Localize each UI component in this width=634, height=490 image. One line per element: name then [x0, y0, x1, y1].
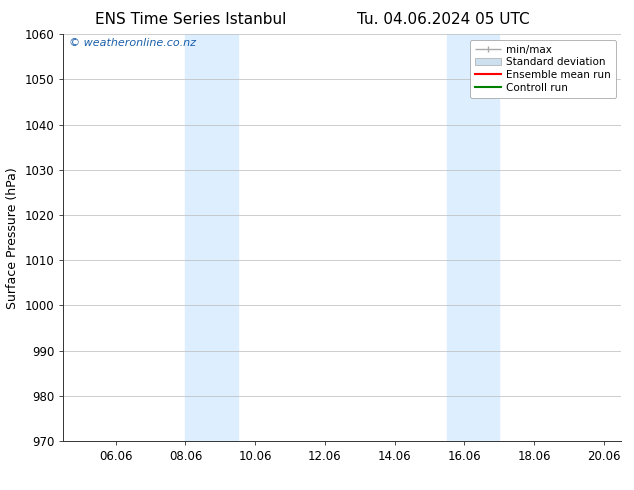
Text: © weatheronline.co.nz: © weatheronline.co.nz [69, 38, 196, 49]
Y-axis label: Surface Pressure (hPa): Surface Pressure (hPa) [6, 167, 19, 309]
Bar [447, 34, 500, 441]
Bar [185, 34, 238, 441]
Legend: min/max, Standard deviation, Ensemble mean run, Controll run: min/max, Standard deviation, Ensemble me… [470, 40, 616, 98]
Text: ENS Time Series Istanbul: ENS Time Series Istanbul [94, 12, 286, 27]
Text: Tu. 04.06.2024 05 UTC: Tu. 04.06.2024 05 UTC [358, 12, 530, 27]
